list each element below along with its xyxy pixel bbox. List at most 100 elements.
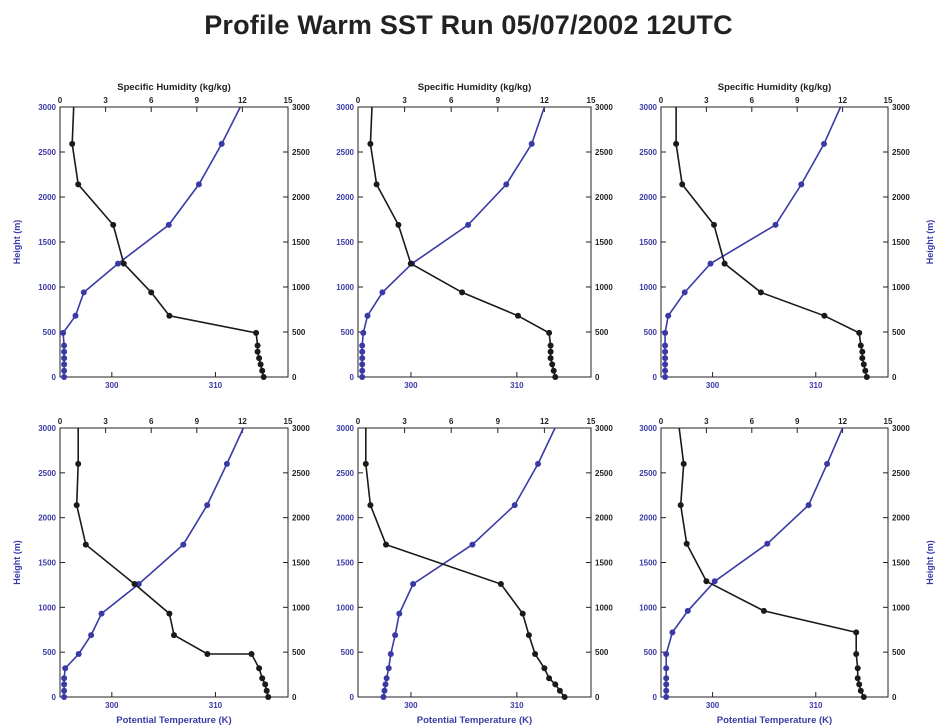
height-tick-label-right: 2500 [292, 148, 310, 157]
temperature-data-point [80, 289, 87, 296]
height-tick-label-left: 1500 [639, 559, 657, 568]
height-tick-label-right: 500 [292, 328, 306, 337]
humidity-data-point [367, 140, 374, 147]
height-tick-label-right: 2500 [595, 469, 613, 478]
temperature-data-point [61, 367, 68, 374]
temperature-tick-label: 300 [404, 381, 418, 390]
humidity-data-point [673, 140, 680, 147]
humidity-data-point [69, 140, 76, 147]
humidity-tick-label: 6 [750, 96, 755, 105]
humidity-data-point [131, 581, 138, 587]
humidity-tick-label: 3 [402, 96, 407, 105]
height-tick-label-left: 1500 [38, 559, 56, 568]
temperature-series-line [62, 106, 242, 377]
humidity-data-point [860, 361, 867, 368]
humidity-data-point [259, 675, 266, 682]
humidity-data-point [459, 289, 466, 296]
humidity-tick-label: 9 [195, 96, 200, 105]
humidity-data-point [515, 312, 521, 319]
temperature-data-point [61, 694, 68, 700]
humidity-tick-label: 15 [884, 417, 893, 426]
humidity-tick-label: 6 [750, 417, 755, 426]
temperature-data-point [359, 374, 366, 380]
humidity-data-point [711, 221, 717, 228]
humidity-data-point [857, 687, 864, 694]
humidity-tick-label: 12 [238, 417, 247, 426]
humidity-data-point [853, 651, 860, 657]
temperature-data-point [165, 221, 172, 228]
humidity-data-point [703, 578, 710, 585]
humidity-data-point [556, 687, 563, 694]
height-tick-label-left: 3000 [639, 103, 657, 112]
humidity-data-point [677, 502, 684, 509]
humidity-data-point [680, 460, 687, 467]
humidity-tick-label: 3 [103, 417, 108, 426]
height-tick-label-left: 500 [341, 328, 355, 337]
humidity-data-point [552, 374, 559, 380]
plot-frame [357, 427, 592, 698]
height-tick-label-left: 2000 [38, 514, 56, 523]
temperature-axis-title: Potential Temperature (K) [116, 715, 231, 726]
humidity-data-point [757, 289, 764, 296]
height-tick-label-right: 2500 [595, 148, 613, 157]
humidity-tick-label: 0 [356, 417, 361, 426]
humidity-tick-label: 15 [587, 96, 596, 105]
height-tick-label-right: 0 [595, 373, 600, 382]
humidity-tick-label: 12 [238, 96, 247, 105]
temperature-data-point [61, 361, 68, 368]
humidity-data-point [859, 348, 866, 355]
height-tick-label-left: 2000 [336, 193, 354, 202]
temperature-data-point [62, 665, 69, 672]
temperature-data-point [359, 367, 366, 374]
height-tick-label-right: 0 [892, 693, 897, 702]
humidity-data-point [497, 581, 504, 587]
humidity-data-point [532, 651, 539, 657]
temperature-tick-label: 300 [404, 701, 418, 710]
height-tick-label-left: 0 [350, 373, 355, 382]
temperature-data-point [396, 610, 403, 617]
temperature-data-point [115, 260, 121, 267]
temperature-data-point [503, 181, 510, 188]
humidity-data-point [546, 675, 553, 682]
humidity-tick-label: 6 [449, 96, 454, 105]
humidity-data-point [721, 260, 728, 267]
humidity-tick-label: 12 [540, 417, 549, 426]
height-tick-label-right: 1000 [595, 603, 613, 612]
temperature-data-point [72, 312, 79, 319]
temperature-data-point [663, 687, 670, 694]
humidity-tick-label: 6 [149, 417, 154, 426]
height-tick-label-left: 3000 [336, 103, 354, 112]
temperature-axis-title: Potential Temperature (K) [717, 715, 832, 726]
humidity-data-point [821, 312, 828, 319]
humidity-data-point [383, 541, 389, 548]
height-tick-label-left: 2500 [38, 469, 56, 478]
humidity-data-point [547, 348, 554, 355]
humidity-tick-label: 0 [659, 417, 664, 426]
height-tick-label-left: 500 [43, 328, 57, 337]
height-tick-label-left: 2500 [38, 148, 56, 157]
height-tick-label-right: 1000 [292, 603, 310, 612]
temperature-data-point [662, 329, 669, 336]
height-tick-label-left: 0 [653, 373, 658, 382]
humidity-data-point [75, 460, 82, 467]
temperature-data-point [382, 681, 389, 688]
height-tick-label-right: 2000 [292, 514, 310, 523]
temperature-data-point [381, 687, 388, 694]
humidity-data-point [265, 694, 272, 700]
humidity-tick-label: 3 [704, 417, 709, 426]
humidity-data-point [547, 342, 554, 349]
humidity-tick-label: 0 [356, 96, 361, 105]
humidity-data-point [857, 342, 864, 349]
humidity-tick-label: 0 [659, 96, 664, 105]
temperature-data-point [180, 541, 187, 548]
height-tick-label-right: 1000 [892, 603, 910, 612]
temperature-series-line [665, 427, 844, 697]
height-axis-title-right: Height (m) [925, 220, 935, 265]
temperature-data-point [392, 632, 399, 639]
height-tick-label-left: 1000 [38, 283, 56, 292]
height-tick-label-right: 3000 [292, 103, 310, 112]
humidity-data-point [73, 502, 80, 509]
humidity-data-point [550, 367, 557, 374]
temperature-data-point [360, 329, 367, 336]
height-tick-label-left: 3000 [38, 103, 56, 112]
